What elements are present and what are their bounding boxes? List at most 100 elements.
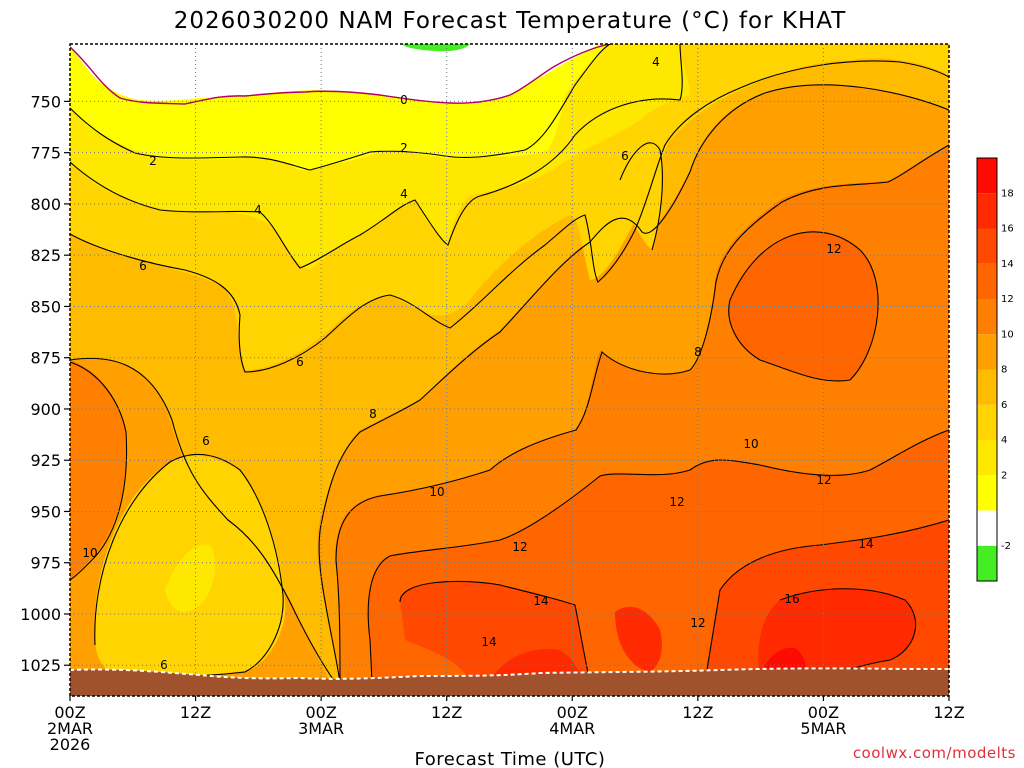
contour-line-12-b [728, 231, 879, 382]
contour-label: 6 [139, 259, 147, 273]
y-tick-label: 850 [30, 297, 61, 316]
contour-label: 12 [690, 616, 705, 630]
contour-line-10-b [335, 144, 949, 683]
colorbar-tick-label: 16 [1001, 224, 1014, 235]
band-12-14 [728, 231, 879, 381]
contour-line-6-b [94, 453, 284, 677]
colorbar-tick-label: -2 [1001, 541, 1011, 552]
y-tick-label: 750 [30, 92, 61, 111]
x-tick-label: 12Z [180, 703, 211, 722]
x-tick-label: 5MAR [800, 719, 846, 738]
colorbar: -2 2 4 6 8 10 12 14 16 18 [976, 157, 1014, 582]
x-tick-label: 12Z [933, 703, 964, 722]
colorbar-tick-label: 14 [1001, 259, 1014, 270]
contour-label: 10 [743, 437, 758, 451]
contour-label: 12 [669, 495, 684, 509]
y-axis: 750 775 800 825 850 875 900 925 950 975 1000 1025 [20, 92, 70, 675]
colorbar-swatch [977, 193, 997, 229]
band-4-6 [620, 141, 663, 250]
colorbar-swatch [977, 440, 997, 476]
colorbar-tick-label: 8 [1001, 365, 1007, 376]
x-tick-label: 3MAR [298, 719, 344, 738]
contour-lines [70, 44, 949, 683]
x-tick-label: 00Z [557, 703, 588, 722]
contour-line-12-a [367, 429, 949, 683]
y-tick-label: 800 [30, 195, 61, 214]
y-tick-label: 875 [30, 349, 61, 368]
surface-edge [70, 667, 949, 680]
contour-line-8-b [318, 84, 949, 683]
x-tick-label: 12Z [682, 703, 713, 722]
contour-line-10-a [70, 361, 128, 581]
colorbar-tick-label: 10 [1001, 329, 1014, 340]
plot-frame [69, 43, 950, 697]
contour-label: 4 [400, 187, 408, 201]
contour-label: 12 [816, 473, 831, 487]
contour-labels: 0 2 2 4 4 4 6 6 6 6 8 8 10 10 10 6 12 12… [82, 55, 873, 672]
x-tick-label: 12Z [431, 703, 462, 722]
contour-label: 12 [826, 242, 841, 256]
y-tick-label: 825 [30, 246, 61, 265]
contour-label: 8 [369, 407, 377, 421]
contour-label: 0 [400, 93, 408, 107]
colorbar-tick-label: 6 [1001, 400, 1007, 411]
contour-label: 12 [512, 540, 527, 554]
contour-label: 2 [149, 154, 157, 168]
colorbar-swatch [977, 158, 997, 194]
x-tick-label: 2MAR [47, 719, 93, 738]
y-tick-label: 1025 [20, 656, 61, 675]
contour-line-4 [70, 44, 683, 269]
plot-area: 0 2 2 4 4 4 6 6 6 6 8 8 10 10 10 6 12 12… [70, 44, 949, 696]
contour-label: 16 [784, 592, 799, 606]
contour-label: 4 [254, 203, 262, 217]
contour-label: 6 [160, 658, 168, 672]
contour-label: 10 [429, 485, 444, 499]
y-tick-label: 925 [30, 451, 61, 470]
contour-label: 14 [858, 537, 873, 551]
contour-line-2 [70, 44, 611, 171]
colorbar-tick-label: 4 [1001, 435, 1007, 446]
colorbar-swatch [977, 299, 997, 335]
contour-line-14-a [704, 519, 949, 683]
x-tick-label: 00Z [305, 703, 336, 722]
colorbar-tick-label: 18 [1001, 188, 1014, 199]
gridlines [70, 44, 949, 696]
colorbar-swatch [977, 404, 997, 440]
contour-label: 6 [621, 149, 629, 163]
contour-label: 10 [82, 546, 97, 560]
band-16-18 [615, 606, 662, 672]
x-tick-label: 2026 [50, 735, 91, 754]
contour-label: 14 [481, 635, 496, 649]
y-tick-label: 975 [30, 554, 61, 573]
colorbar-swatch [977, 475, 997, 511]
colorbar-frame [976, 157, 998, 582]
colorbar-tick-label: 12 [1001, 294, 1014, 305]
colorbar-swatch [977, 510, 997, 546]
band-minus2-0 [70, 44, 600, 104]
x-axis-title: Forecast Time (UTC) [415, 749, 606, 768]
contour-line-14-b [399, 580, 591, 683]
colorbar-swatch [977, 263, 997, 299]
colorbar-swatch [977, 334, 997, 370]
contour-label: 2 [400, 141, 408, 155]
contour-label: 4 [652, 55, 660, 69]
contour-label: 14 [533, 594, 548, 608]
band-2-4 [165, 544, 216, 612]
colorbar-swatch [977, 369, 997, 405]
x-tick-label: 4MAR [549, 719, 595, 738]
colorbar-swatch [977, 545, 997, 581]
y-tick-label: 900 [30, 400, 61, 419]
chart-title: 2026030200 NAM Forecast Temperature (°C)… [174, 8, 847, 34]
terrain-below-surface [70, 668, 949, 696]
contour-line-0 [70, 44, 611, 105]
band-10-12 [70, 360, 126, 580]
contour-line-6-a [70, 60, 949, 373]
contour-line-8-a [70, 357, 336, 683]
y-tick-label: 1000 [20, 605, 61, 624]
y-tick-label: 950 [30, 502, 61, 521]
y-tick-label: 775 [30, 144, 61, 163]
contour-label: 6 [296, 355, 304, 369]
contour-label: 6 [202, 434, 210, 448]
